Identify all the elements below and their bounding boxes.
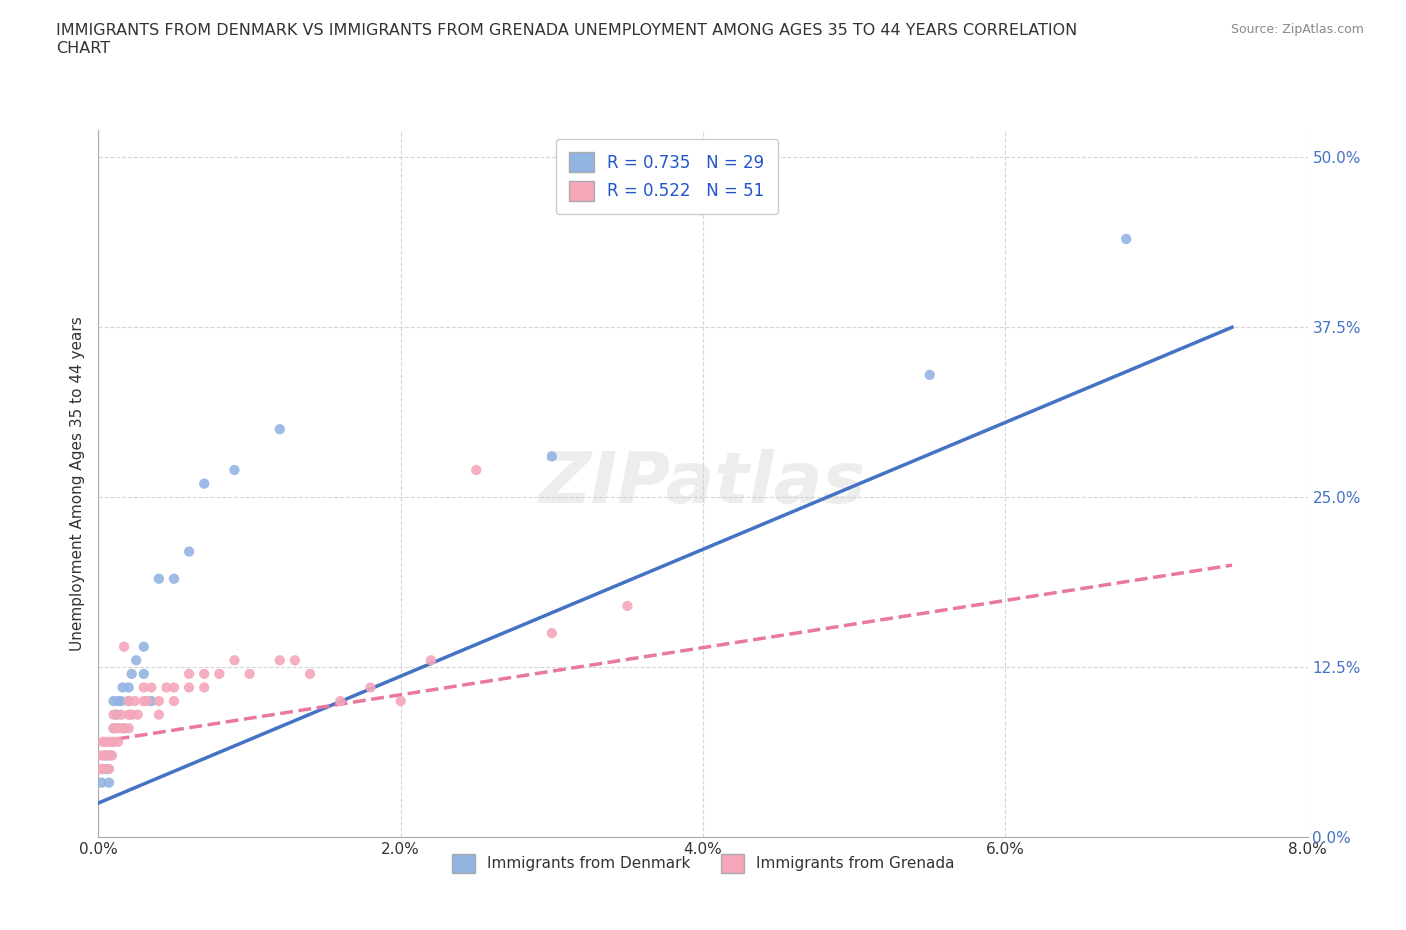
Point bbox=[90, 776, 112, 790]
Point bbox=[121, 667, 143, 682]
Point bbox=[118, 721, 141, 736]
Point bbox=[299, 667, 322, 682]
Point bbox=[111, 721, 134, 736]
Point bbox=[118, 694, 141, 709]
Point bbox=[616, 599, 638, 614]
Point bbox=[269, 653, 291, 668]
Point bbox=[108, 721, 131, 736]
Point bbox=[208, 667, 231, 682]
Point bbox=[163, 694, 186, 709]
Point bbox=[179, 544, 201, 559]
Point bbox=[132, 667, 155, 682]
Point bbox=[132, 680, 155, 695]
Point bbox=[284, 653, 307, 668]
Point bbox=[112, 639, 135, 654]
Point bbox=[163, 680, 186, 695]
Point bbox=[96, 762, 118, 777]
Point bbox=[118, 680, 141, 695]
Point bbox=[465, 462, 488, 477]
Point bbox=[96, 748, 118, 763]
Point bbox=[98, 776, 121, 790]
Point bbox=[91, 762, 114, 777]
Point bbox=[148, 571, 170, 586]
Point bbox=[127, 707, 149, 722]
Point bbox=[132, 639, 155, 654]
Point bbox=[163, 571, 186, 586]
Point bbox=[179, 680, 201, 695]
Point bbox=[193, 667, 215, 682]
Point bbox=[91, 735, 114, 750]
Point bbox=[179, 667, 201, 682]
Point bbox=[103, 735, 125, 750]
Y-axis label: Unemployment Among Ages 35 to 44 years: Unemployment Among Ages 35 to 44 years bbox=[69, 316, 84, 651]
Point bbox=[155, 680, 177, 695]
Point bbox=[103, 694, 125, 709]
Point bbox=[1115, 232, 1137, 246]
Point bbox=[112, 721, 135, 736]
Point bbox=[121, 707, 143, 722]
Point bbox=[224, 462, 246, 477]
Point bbox=[100, 735, 122, 750]
Point bbox=[101, 748, 124, 763]
Point bbox=[132, 694, 155, 709]
Point bbox=[93, 748, 115, 763]
Point bbox=[110, 694, 132, 709]
Point bbox=[193, 476, 215, 491]
Point bbox=[89, 762, 111, 777]
Point bbox=[100, 748, 122, 763]
Point bbox=[94, 735, 117, 750]
Point bbox=[540, 626, 562, 641]
Point bbox=[124, 694, 146, 709]
Point bbox=[90, 748, 112, 763]
Point bbox=[110, 707, 132, 722]
Text: IMMIGRANTS FROM DENMARK VS IMMIGRANTS FROM GRENADA UNEMPLOYMENT AMONG AGES 35 TO: IMMIGRANTS FROM DENMARK VS IMMIGRANTS FR… bbox=[56, 23, 1077, 56]
Point bbox=[118, 694, 141, 709]
Legend: Immigrants from Denmark, Immigrants from Grenada: Immigrants from Denmark, Immigrants from… bbox=[446, 848, 960, 879]
Point bbox=[105, 707, 128, 722]
Text: ZIPatlas: ZIPatlas bbox=[540, 449, 866, 518]
Point bbox=[105, 721, 128, 736]
Point bbox=[329, 694, 352, 709]
Text: Source: ZipAtlas.com: Source: ZipAtlas.com bbox=[1230, 23, 1364, 36]
Point bbox=[193, 680, 215, 695]
Point bbox=[141, 694, 163, 709]
Point bbox=[103, 721, 125, 736]
Point bbox=[141, 680, 163, 695]
Point bbox=[148, 694, 170, 709]
Point bbox=[148, 707, 170, 722]
Point bbox=[269, 422, 291, 437]
Point bbox=[125, 653, 148, 668]
Point bbox=[91, 762, 114, 777]
Point bbox=[135, 694, 157, 709]
Point bbox=[107, 735, 129, 750]
Point bbox=[239, 667, 262, 682]
Point bbox=[224, 653, 246, 668]
Point bbox=[118, 707, 141, 722]
Point bbox=[94, 748, 117, 763]
Point bbox=[389, 694, 412, 709]
Point bbox=[103, 707, 125, 722]
Point bbox=[103, 721, 125, 736]
Point bbox=[918, 367, 941, 382]
Point bbox=[111, 680, 134, 695]
Point bbox=[540, 449, 562, 464]
Point bbox=[98, 762, 121, 777]
Point bbox=[107, 694, 129, 709]
Point bbox=[420, 653, 443, 668]
Point bbox=[360, 680, 382, 695]
